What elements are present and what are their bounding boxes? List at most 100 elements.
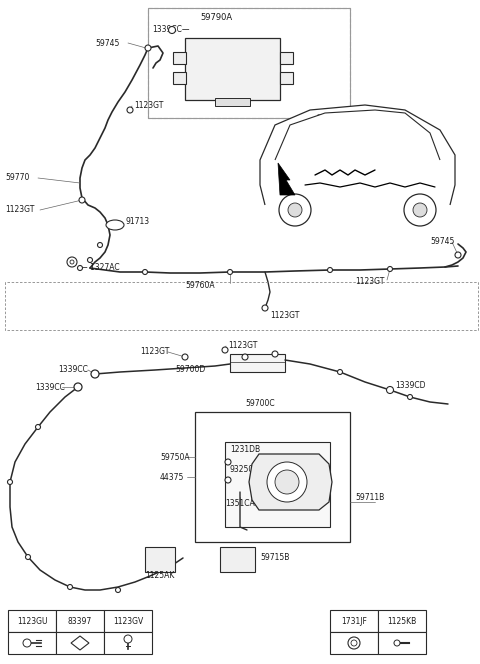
Text: 59700D: 59700D xyxy=(175,365,205,374)
Bar xyxy=(225,442,330,527)
Circle shape xyxy=(262,305,268,311)
Circle shape xyxy=(67,257,77,267)
Circle shape xyxy=(225,459,231,465)
Bar xyxy=(280,72,293,84)
Circle shape xyxy=(182,354,188,360)
Bar xyxy=(215,98,250,106)
Bar xyxy=(148,8,350,118)
Bar xyxy=(185,38,280,100)
Bar xyxy=(378,610,426,632)
Bar xyxy=(148,8,350,118)
Text: 1123GV: 1123GV xyxy=(113,616,143,625)
Circle shape xyxy=(87,258,93,262)
Circle shape xyxy=(228,270,232,274)
Circle shape xyxy=(272,351,278,357)
Text: 1123GT: 1123GT xyxy=(228,341,257,351)
Circle shape xyxy=(222,347,228,353)
Bar xyxy=(8,610,56,632)
Circle shape xyxy=(97,242,103,248)
Text: 1231DB: 1231DB xyxy=(230,446,260,454)
Circle shape xyxy=(408,394,412,400)
Text: 1125KB: 1125KB xyxy=(387,616,417,625)
Circle shape xyxy=(68,584,72,590)
Ellipse shape xyxy=(106,220,124,230)
Circle shape xyxy=(79,197,85,203)
Bar xyxy=(378,632,426,654)
Circle shape xyxy=(25,554,31,560)
Text: 59711B: 59711B xyxy=(355,493,384,501)
Circle shape xyxy=(124,635,132,643)
Bar xyxy=(330,610,378,632)
Circle shape xyxy=(116,588,120,592)
Circle shape xyxy=(168,27,176,33)
Text: 1339CC: 1339CC xyxy=(58,365,88,374)
Circle shape xyxy=(279,194,311,226)
Circle shape xyxy=(348,637,360,649)
Circle shape xyxy=(455,252,461,258)
Polygon shape xyxy=(278,163,295,195)
Text: 1123GT: 1123GT xyxy=(5,205,35,214)
Text: 83397: 83397 xyxy=(68,616,92,625)
Text: 59760A: 59760A xyxy=(185,280,215,290)
Text: 59770: 59770 xyxy=(5,173,29,183)
Text: 59700C: 59700C xyxy=(245,400,275,408)
Circle shape xyxy=(327,268,333,272)
Text: 1731JF: 1731JF xyxy=(341,616,367,625)
Text: 1123GU: 1123GU xyxy=(17,616,47,625)
Circle shape xyxy=(91,370,99,378)
Bar xyxy=(280,52,293,64)
Circle shape xyxy=(288,203,302,217)
Bar xyxy=(104,610,152,632)
Circle shape xyxy=(275,470,299,494)
Bar xyxy=(230,354,285,372)
Circle shape xyxy=(267,462,307,502)
Text: 59715B: 59715B xyxy=(260,552,289,562)
Bar xyxy=(145,547,175,572)
Text: 1339CD: 1339CD xyxy=(395,380,425,390)
Circle shape xyxy=(387,266,393,272)
Circle shape xyxy=(394,640,400,646)
Bar xyxy=(330,632,378,654)
Text: 1123GT: 1123GT xyxy=(355,278,384,286)
Circle shape xyxy=(70,260,74,264)
Text: 1339CC—: 1339CC— xyxy=(152,25,190,35)
Circle shape xyxy=(77,266,83,270)
Text: 1123GT: 1123GT xyxy=(270,311,300,319)
Bar xyxy=(173,72,186,84)
Bar xyxy=(104,632,152,654)
Circle shape xyxy=(386,386,394,394)
Circle shape xyxy=(225,477,231,483)
Circle shape xyxy=(8,479,12,485)
Text: 59745: 59745 xyxy=(430,238,455,246)
Text: 1123GT: 1123GT xyxy=(140,347,169,357)
Circle shape xyxy=(145,45,151,51)
Circle shape xyxy=(74,383,82,391)
Bar xyxy=(195,412,350,542)
Text: 1351CA: 1351CA xyxy=(225,499,255,509)
Circle shape xyxy=(143,270,147,274)
Circle shape xyxy=(127,107,133,113)
Bar xyxy=(173,52,186,64)
Circle shape xyxy=(242,354,248,360)
Bar xyxy=(8,632,56,654)
Bar xyxy=(220,547,255,572)
Polygon shape xyxy=(249,454,332,510)
Circle shape xyxy=(351,640,357,646)
Circle shape xyxy=(337,369,343,374)
Text: 59745: 59745 xyxy=(95,39,120,48)
Polygon shape xyxy=(71,636,89,650)
Text: 93250D: 93250D xyxy=(230,465,260,475)
Polygon shape xyxy=(260,105,455,205)
Text: — 1327AC: — 1327AC xyxy=(80,264,120,272)
Circle shape xyxy=(23,639,31,647)
Circle shape xyxy=(404,194,436,226)
Polygon shape xyxy=(275,110,440,160)
Circle shape xyxy=(413,203,427,217)
Text: 1125AK: 1125AK xyxy=(145,570,174,580)
Text: 59790A: 59790A xyxy=(200,13,232,23)
Text: 1339CC: 1339CC xyxy=(35,382,65,392)
Text: 44375: 44375 xyxy=(160,473,184,481)
Circle shape xyxy=(36,424,40,430)
Bar xyxy=(56,632,104,654)
Text: 1123GT: 1123GT xyxy=(134,102,163,110)
